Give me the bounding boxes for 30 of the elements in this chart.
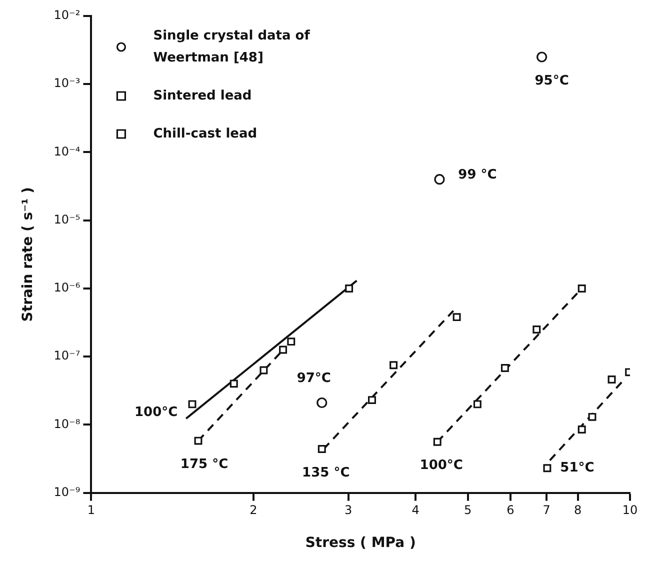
annotation: 100°C: [420, 458, 463, 474]
annotation: 95°C: [534, 73, 569, 88]
x-axis-title: Stress ( MPa ): [305, 535, 416, 552]
y-tick-label: 10⁻⁷: [54, 348, 80, 363]
x-tick-label: 4: [412, 503, 420, 518]
annotation: 97°C: [296, 371, 331, 386]
y-tick-label: 10⁻⁴: [54, 144, 80, 158]
y-tick-label: 10⁻⁵: [54, 212, 80, 226]
y-tick-label: 10⁻²: [54, 8, 80, 22]
annotation: 99 °C: [458, 168, 497, 183]
annotation: 135 °C: [302, 465, 350, 480]
y-tick-label: 10⁻³: [54, 76, 80, 90]
y-tick-label: 10⁻⁶: [54, 280, 80, 295]
x-tick-label: 2: [250, 503, 258, 518]
y-axis-title: Strain rate ( s⁻¹ ): [20, 187, 36, 322]
legend-label: Sintered lead: [153, 88, 252, 104]
y-tick-label: 10⁻⁹: [54, 484, 80, 499]
x-tick-label: 3: [344, 503, 352, 518]
y-tick-label: 10⁻⁸: [54, 416, 80, 431]
x-tick-label: 6: [506, 503, 514, 518]
legend-label: Chill-cast lead: [153, 126, 258, 142]
annotation: 100°C: [134, 404, 178, 420]
x-tick-label: 5: [464, 503, 472, 518]
annotation: 175 °C: [180, 457, 228, 472]
x-tick-label: 1: [87, 503, 96, 518]
x-tick-label: 8: [574, 503, 582, 518]
x-tick-label: 10: [622, 503, 638, 518]
x-tick-label: 7: [542, 503, 550, 518]
legend-label: Single crystal data of Weertman [48]: [153, 28, 310, 66]
annotation: 51°C: [560, 460, 594, 476]
